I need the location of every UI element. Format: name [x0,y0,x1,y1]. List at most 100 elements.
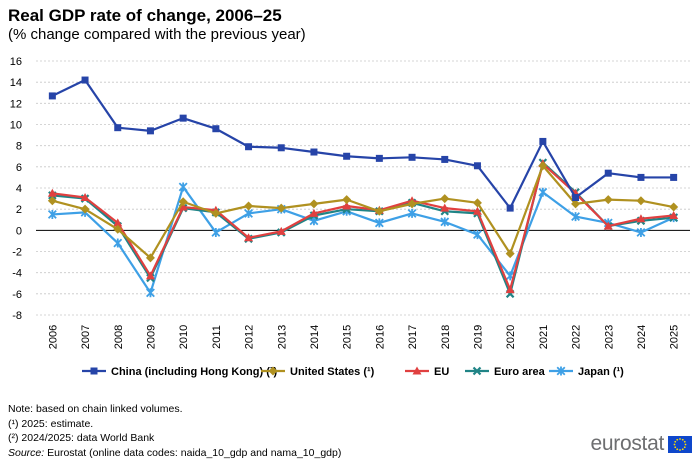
data-point [539,137,547,145]
legend-label: Euro area [494,366,546,378]
flag-star [684,443,687,445]
y-tick-label: 10 [10,120,22,132]
x-tick-label: 2011 [211,325,223,349]
data-point [505,249,515,259]
data-point [538,161,548,171]
data-point [47,196,57,206]
x-tick-label: 2017 [407,325,419,349]
data-point [375,154,383,162]
data-point [146,127,154,135]
footnotes: Note: based on chain linked volumes. (¹)… [8,402,341,460]
data-point [472,198,482,208]
data-point [178,182,188,192]
data-point [636,214,646,223]
x-tick-label: 2012 [244,325,256,349]
data-point [506,204,514,212]
flag-star [683,445,686,448]
data-point [342,201,352,210]
note-chain-linked: Note: based on chain linked volumes. [8,403,183,415]
x-tick-label: 2007 [80,325,92,349]
flag-star [681,438,684,441]
data-point [473,162,481,170]
y-tick-label: 8 [16,141,22,153]
data-point [636,196,646,206]
x-tick-label: 2015 [342,325,354,349]
y-tick-label: 16 [10,56,22,68]
x-tick-label: 2018 [440,325,452,349]
legend-label: China (including Hong Kong) (²) [111,366,278,378]
eurostat-logo: eurostat [591,432,692,456]
data-point [114,124,122,132]
data-point [309,199,319,209]
flag-star [676,438,679,441]
data-point [48,92,56,100]
data-point [505,285,515,294]
data-point [342,195,352,205]
data-point [670,173,678,181]
legend-swatch-marker [472,366,482,376]
flag-star [683,440,686,443]
data-point [440,203,450,212]
data-point [310,148,318,156]
data-point [604,169,612,177]
data-point [669,211,679,220]
legend-swatch-marker [556,366,566,376]
data-point [309,208,319,217]
data-point [374,206,384,216]
flag-star [674,440,677,443]
data-point [212,125,220,133]
data-point [276,203,286,213]
data-point [538,187,548,197]
data-point [636,227,646,237]
y-tick-label: -4 [12,268,22,280]
data-point [80,193,90,202]
data-point [145,253,155,263]
data-point [179,114,187,122]
line-chart: 16 14 12 10 8 6 4 2 0 -2 -4 -6 -8 2006 2007 2008 2009 201… [10,56,690,378]
data-point [244,201,254,211]
x-tick-label: 2016 [374,325,386,349]
x-tick-label: 2020 [505,325,517,349]
x-tick-label: 2022 [571,325,583,349]
data-point [211,227,221,237]
eu-flag-icon [668,435,692,453]
data-point [408,153,416,161]
data-point [571,199,581,209]
x-tick-label: 2009 [145,325,157,349]
legend-swatch-marker [412,366,422,375]
data-point [81,76,89,84]
y-tick-label: 0 [16,225,22,237]
flag-star [676,447,679,450]
data-point [244,233,254,242]
eurostat-wordmark: eurostat [590,432,665,455]
y-tick-label: 6 [16,162,22,174]
legend-label: EU [434,366,449,378]
y-tick-label: 12 [10,98,22,110]
data-point [407,208,417,218]
data-point [47,188,57,197]
data-point [245,143,253,151]
data-point [47,209,57,219]
y-tick-label: -6 [12,289,22,301]
data-point [211,208,221,218]
data-point [407,199,417,209]
data-point [178,197,188,207]
source-label: Source: [8,446,45,459]
data-point [440,194,450,204]
data-point [603,195,613,205]
x-tick-label: 2006 [47,325,59,349]
data-point [669,202,679,212]
flag-star [681,447,684,450]
data-point [178,202,188,211]
data-point [472,206,482,215]
legend-label: United States (¹) [290,366,375,378]
data-point [441,155,449,163]
footnote-2: (²) 2024/2025: data World Bank [8,432,155,444]
x-tick-label: 2023 [603,325,615,349]
series-line [51,78,674,210]
x-tick-label: 2025 [669,325,681,349]
data-point [440,217,450,227]
x-tick-label: 2019 [472,325,484,349]
flag-star [674,445,677,448]
x-tick-label: 2014 [309,325,321,349]
